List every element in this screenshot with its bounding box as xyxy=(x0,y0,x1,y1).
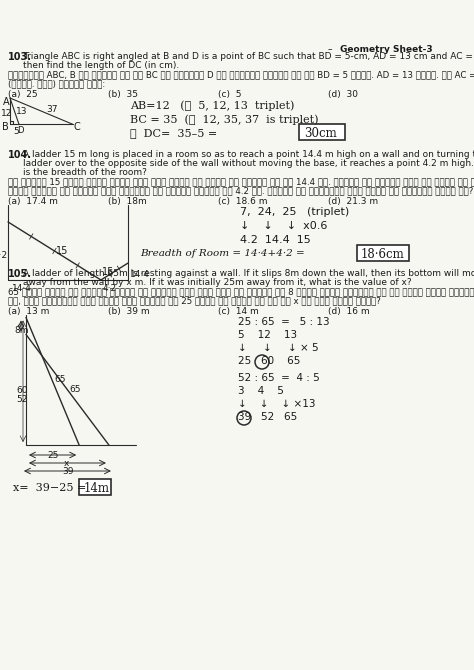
Text: 14·4: 14·4 xyxy=(130,269,150,279)
Text: C: C xyxy=(74,123,81,133)
Text: 39: 39 xyxy=(63,467,74,476)
Text: 4.2  14.4  15: 4.2 14.4 15 xyxy=(240,235,311,245)
Text: 3    4    5: 3 4 5 xyxy=(238,386,284,396)
Text: x=  39−25 =: x= 39−25 = xyxy=(13,483,86,493)
Text: A ladder 15 m long is placed in a room so as to reach a point 14.4 m high on a w: A ladder 15 m long is placed in a room s… xyxy=(23,150,474,159)
Text: 65: 65 xyxy=(55,375,66,385)
Text: ↓    ↓    ↓  x0.6: ↓ ↓ ↓ x0.6 xyxy=(240,221,328,231)
FancyBboxPatch shape xyxy=(299,124,345,140)
Text: (d)  30: (d) 30 xyxy=(328,90,358,99)
Text: Breadth of Room = 14·4+4·2 =: Breadth of Room = 14·4+4·2 = xyxy=(140,249,305,258)
Text: 8m: 8m xyxy=(14,326,28,335)
Text: 15: 15 xyxy=(102,267,115,277)
Text: 60: 60 xyxy=(16,386,27,395)
Text: 105.: 105. xyxy=(8,269,32,279)
Text: 12: 12 xyxy=(1,109,12,118)
Text: (b)  39 m: (b) 39 m xyxy=(108,307,150,316)
Text: (a)  17.4 m: (a) 17.4 m xyxy=(8,197,58,206)
Text: then find the length of DC (in cm).: then find the length of DC (in cm). xyxy=(23,61,179,70)
Text: AB=12   (∴  5, 12, 13  triplet): AB=12 (∴ 5, 12, 13 triplet) xyxy=(130,100,294,111)
Text: 7,  24,  25   (triplet): 7, 24, 25 (triplet) xyxy=(240,207,349,217)
Text: 103.: 103. xyxy=(8,52,32,62)
Text: Triangle ABC is right angled at B and D is a point of BC such that BD = 5-cm, AD: Triangle ABC is right angled at B and D … xyxy=(23,52,474,61)
Text: 14m: 14m xyxy=(84,482,110,495)
Text: A: A xyxy=(3,97,9,107)
Text: 5    12    13: 5 12 13 xyxy=(238,330,297,340)
Text: –: – xyxy=(328,45,332,54)
Text: ladder over to the opposite side of the wall without moving the base, it reaches: ladder over to the opposite side of the … xyxy=(23,159,474,168)
Text: (सेमी. में) ज्ञात करो:: (सेमी. में) ज्ञात करो: xyxy=(8,79,105,88)
Text: 104.: 104. xyxy=(8,150,32,160)
Text: 37: 37 xyxy=(46,105,58,114)
Text: एक सीढ़ी 15 मीटर लंबी कमरे में रखी जाती है ताकि एक दीवार की ओर 14.4 मी. ओनचाई तक: एक सीढ़ी 15 मीटर लंबी कमरे में रखी जाती … xyxy=(8,177,474,186)
Text: 25 : 65  =   5 : 13: 25 : 65 = 5 : 13 xyxy=(238,317,329,327)
Text: 5: 5 xyxy=(13,127,19,137)
Text: ∴  DC=  35–5 =: ∴ DC= 35–5 = xyxy=(130,128,217,138)
Text: 52 : 65  =  4 : 5: 52 : 65 = 4 : 5 xyxy=(238,373,320,383)
FancyBboxPatch shape xyxy=(79,479,111,495)
Text: 18·6cm: 18·6cm xyxy=(361,248,405,261)
Text: (c)  18.6 m: (c) 18.6 m xyxy=(218,197,267,206)
Text: 4·2: 4·2 xyxy=(0,251,8,260)
Text: B: B xyxy=(2,123,9,133)
Text: 25   60    65: 25 60 65 xyxy=(238,356,301,366)
Text: away from the wall by x m. If it was initially 25m away from it, what is the val: away from the wall by x m. If it was ini… xyxy=(23,278,411,287)
Text: है, यदि प्रारंभ में इसका पाद दीवार से 25 मीटर की दूरी पर था तो x का मान क्या होग: है, यदि प्रारंभ में इसका पाद दीवार से 25… xyxy=(8,296,381,305)
Text: (a)  25: (a) 25 xyxy=(8,90,37,99)
Text: ↓     ↓     ↓ × 5: ↓ ↓ ↓ × 5 xyxy=(238,343,319,353)
Text: (c)  5: (c) 5 xyxy=(218,90,241,99)
Text: D: D xyxy=(17,127,24,135)
Text: 13: 13 xyxy=(16,107,27,116)
Text: 15: 15 xyxy=(56,246,69,256)
Text: A ladder of length 65m is resting against a wall. If it slips 8m down the wall, : A ladder of length 65m is resting agains… xyxy=(23,269,474,278)
Text: (c)  14 m: (c) 14 m xyxy=(218,307,259,316)
Text: ↓    ↓    ↓ ×13: ↓ ↓ ↓ ×13 xyxy=(238,399,316,409)
Text: बिना सीढ़ी को दूसरी तरफ घुमाने पर दूसरी दीवार पर 4.2 मी. ओनचाई तक पहुंचती है। कम: बिना सीढ़ी को दूसरी तरफ घुमाने पर दूसरी … xyxy=(8,186,473,195)
Text: (d)  16 m: (d) 16 m xyxy=(328,307,370,316)
Text: 65 मीतर लंबी एक सीढ़ी दीवार के सहारे रखी है। यदि यह दीवार से 8 मीटर नीचे खिसकती : 65 मीतर लंबी एक सीढ़ी दीवार के सहारे रखी… xyxy=(8,287,474,296)
Text: 4·2: 4·2 xyxy=(103,284,117,293)
Text: (b)  35: (b) 35 xyxy=(108,90,138,99)
Text: (d)  21.3 m: (d) 21.3 m xyxy=(328,197,378,206)
Text: त्रिभुज ABC, B पर समकोण है और BC पर बिन्दु D इस प्रकार स्थित है कि BD = 5 सेमी. : त्रिभुज ABC, B पर समकोण है और BC पर बिन्… xyxy=(8,70,474,79)
FancyBboxPatch shape xyxy=(357,245,409,261)
Text: (b)  18m: (b) 18m xyxy=(108,197,147,206)
Text: 14·4: 14·4 xyxy=(12,284,32,293)
Text: is the breadth of the room?: is the breadth of the room? xyxy=(23,168,147,177)
Text: (a)  13 m: (a) 13 m xyxy=(8,307,49,316)
Text: 65: 65 xyxy=(69,385,81,394)
Text: 39   52   65: 39 52 65 xyxy=(238,412,297,422)
Text: x: x xyxy=(64,459,69,468)
Text: 25: 25 xyxy=(47,451,59,460)
Text: 30cm: 30cm xyxy=(304,127,337,140)
Text: BC = 35  (∴  12, 35, 37  is triplet): BC = 35 (∴ 12, 35, 37 is triplet) xyxy=(130,114,319,125)
Text: Geometry Sheet-3: Geometry Sheet-3 xyxy=(340,45,433,54)
Text: 52: 52 xyxy=(16,395,27,404)
